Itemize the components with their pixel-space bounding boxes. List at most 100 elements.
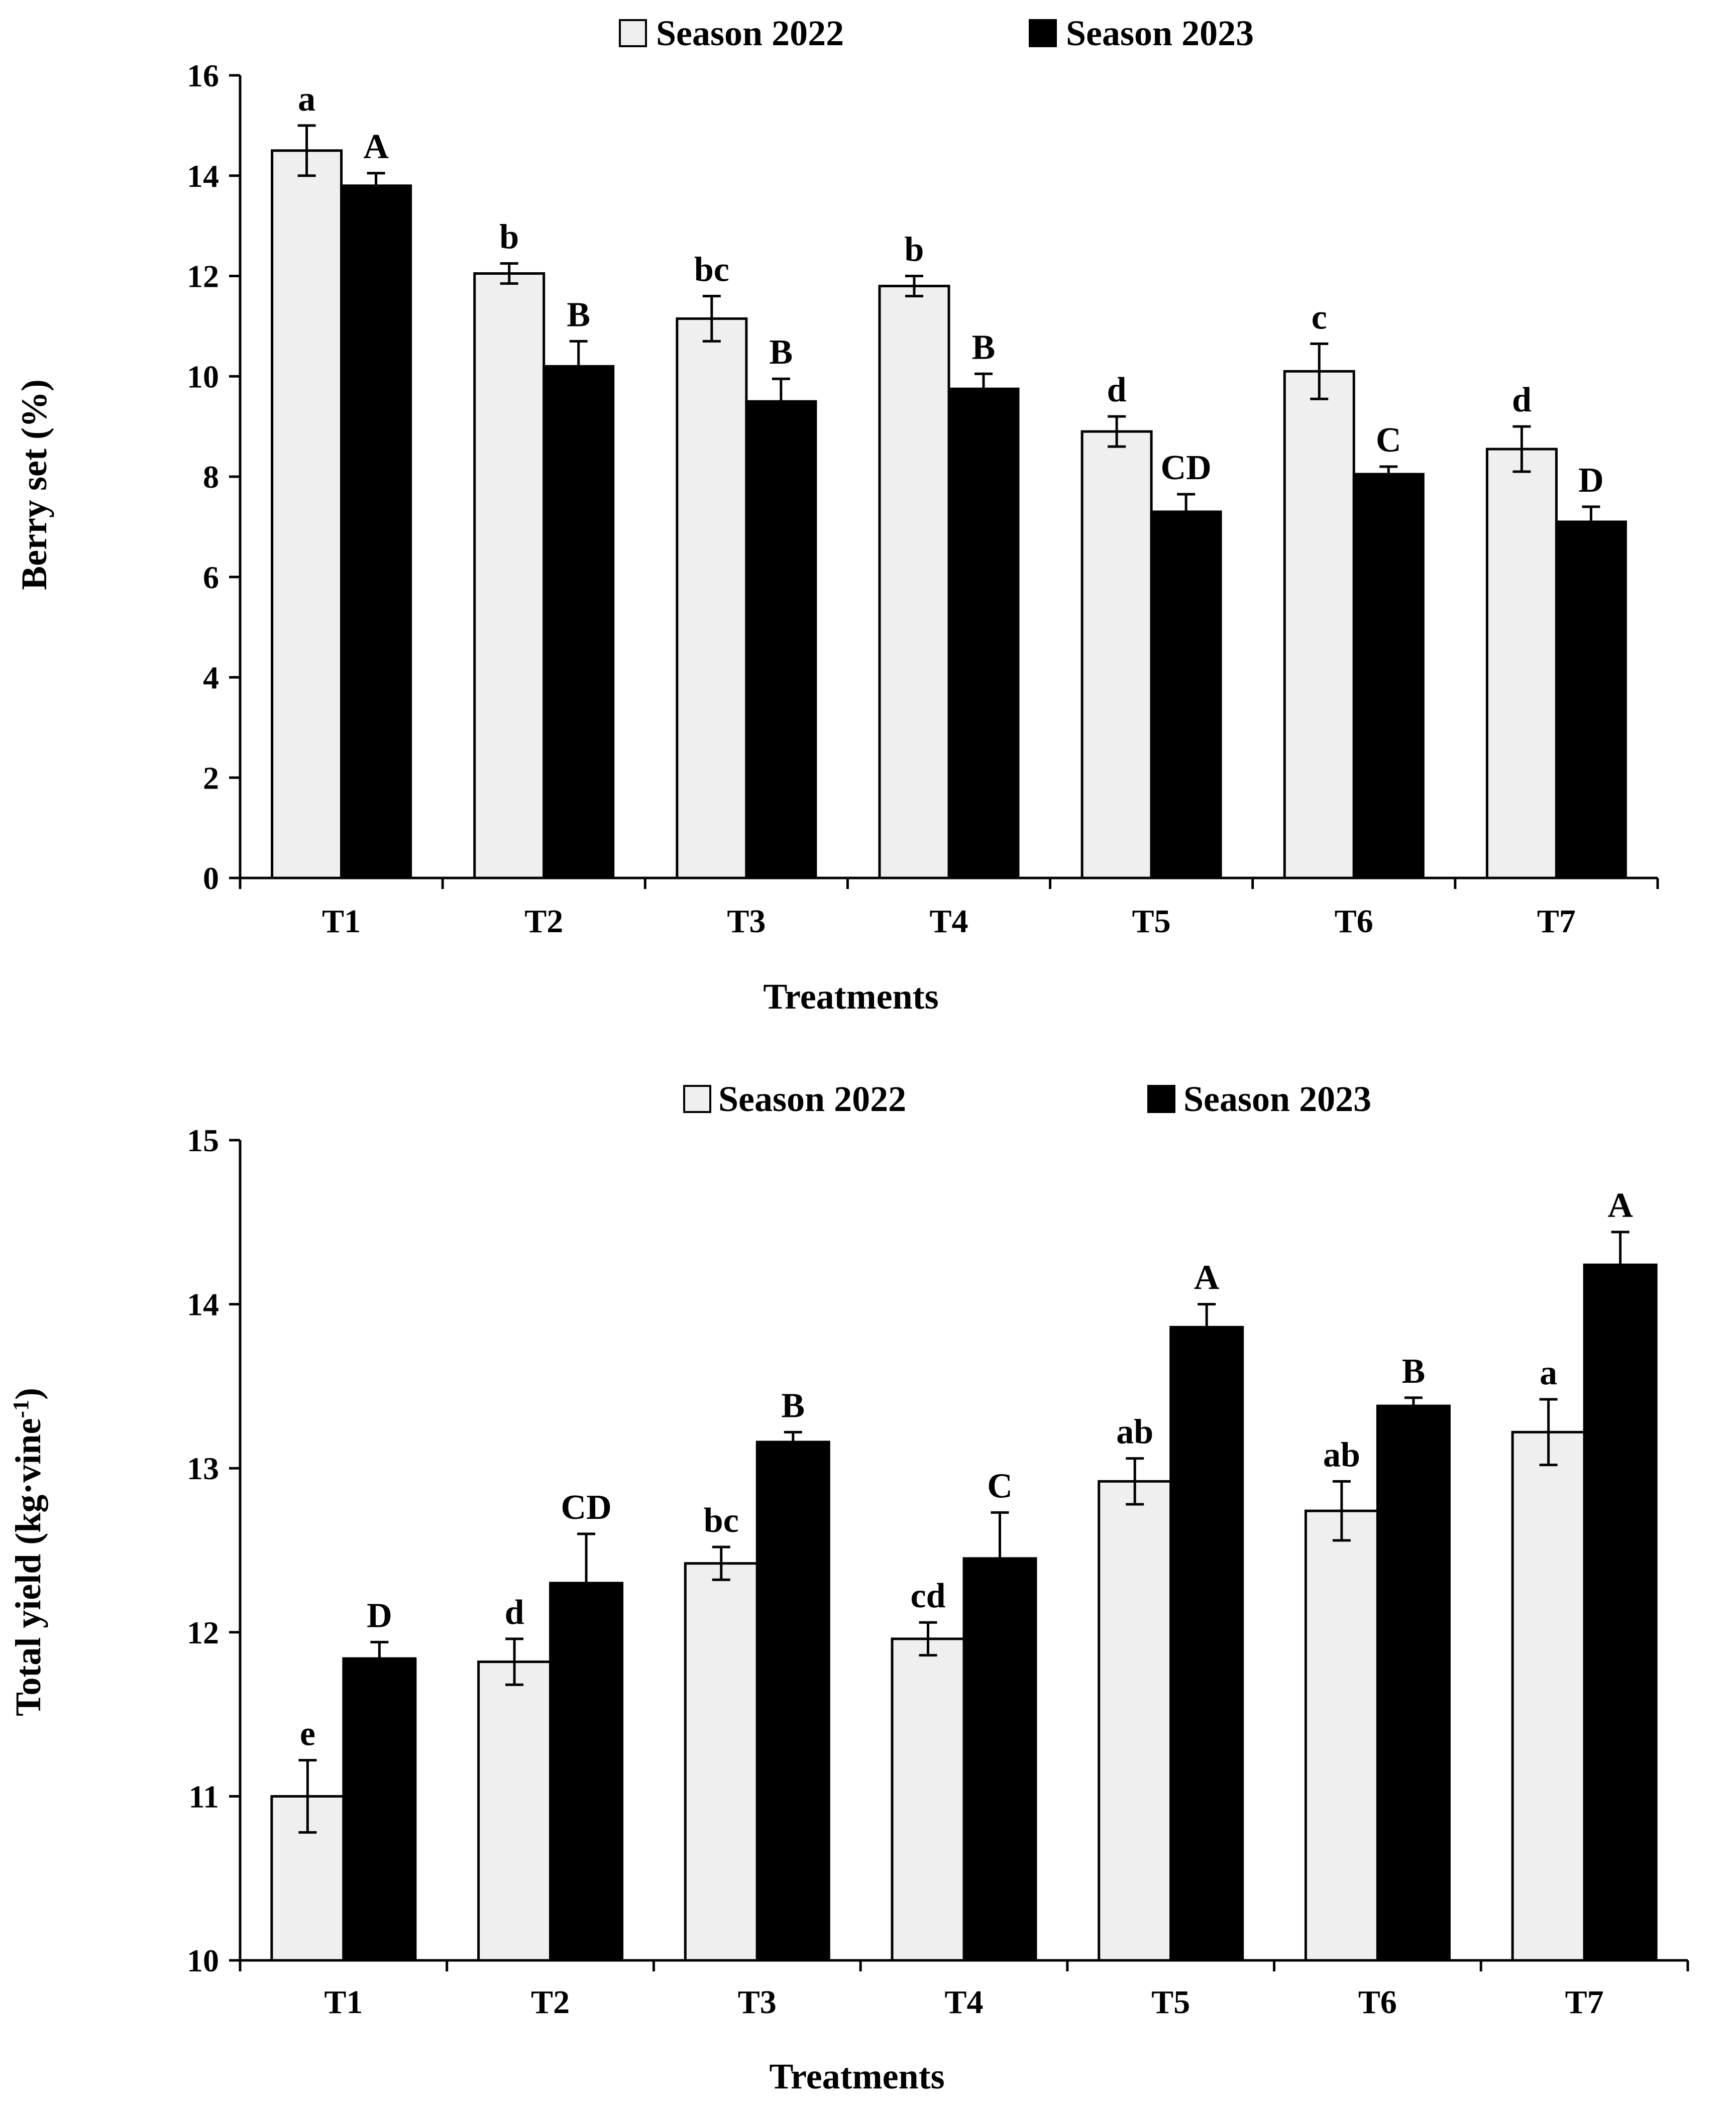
y-tick-label: 16 xyxy=(187,58,219,93)
significance-label: CD xyxy=(1161,449,1212,487)
bar-season-2023 xyxy=(1352,473,1425,879)
significance-label: B xyxy=(567,295,590,334)
bar-season-2023 xyxy=(542,365,615,879)
y-tick-label: 8 xyxy=(203,459,219,495)
legend-swatch-season-2022 xyxy=(683,1085,711,1113)
plot-area: 0 2 4 6 8 10 12 14 16 T1 T2 T3 T4 T5 T6 T7 a b bc b d c d A B B B C… xyxy=(187,58,1659,940)
y-tick-label: 10 xyxy=(187,359,219,394)
y-tick-label: 4 xyxy=(203,660,219,696)
significance-label: C xyxy=(987,1467,1013,1505)
bar-season-2022 xyxy=(1485,448,1558,879)
significance-label: C xyxy=(1376,421,1401,460)
bar-season-2022 xyxy=(1304,1509,1379,1962)
bar-season-2022 xyxy=(891,1637,965,1962)
bar-season-2023 xyxy=(340,184,412,879)
significance-label: b xyxy=(499,218,519,257)
significance-label: B xyxy=(972,328,996,367)
plot-area: 10 11 12 13 14 15 T1 T2 T3 T4 T5 T6 T7 e d bc cd ab ab a D CD… xyxy=(187,1123,1689,2021)
significance-label: cd xyxy=(911,1577,946,1615)
x-tick-label: T1 xyxy=(322,903,361,940)
x-tick-label: T5 xyxy=(1151,1984,1190,2021)
bar-season-2022 xyxy=(684,1562,758,1962)
bar-season-2023 xyxy=(1583,1263,1658,1962)
significance-label: bc xyxy=(704,1501,739,1540)
y-axis-title-main: Total yield (kg·vine xyxy=(8,1418,48,1716)
y-tick-label: 14 xyxy=(187,1287,219,1322)
x-axis-title: Treatments xyxy=(769,2056,944,2096)
significance-label: c xyxy=(1312,298,1327,337)
legend-label-season-2023: Season 2023 xyxy=(1066,13,1254,53)
legend-swatch-season-2023 xyxy=(1147,1085,1175,1113)
legend-label-season-2023: Season 2023 xyxy=(1183,1079,1371,1119)
y-tick-label: 6 xyxy=(203,560,219,595)
significance-label: a xyxy=(298,80,315,119)
bar-season-2022 xyxy=(1511,1430,1586,1962)
y-tick-label: 12 xyxy=(187,259,219,294)
significance-label: D xyxy=(1578,461,1604,500)
y-tick-label: 15 xyxy=(187,1123,219,1158)
y-tick-label: 2 xyxy=(203,760,219,796)
legend: Season 2022 Season 2023 xyxy=(683,1079,1371,1119)
significance-label: ab xyxy=(1116,1413,1153,1452)
legend-label-season-2022: Season 2022 xyxy=(656,13,844,53)
berry-set-chart: Season 2022 Season 2023 0 2 4 6 8 10 12 14 16 T1 T… xyxy=(14,13,1659,1017)
bar-season-2022 xyxy=(1080,430,1153,879)
y-axis-title-superscript: -1 xyxy=(9,1400,33,1418)
y-tick-label: 0 xyxy=(203,860,219,896)
significance-label: B xyxy=(781,1386,805,1425)
x-tick-label: T7 xyxy=(1565,1984,1604,2021)
x-tick-label: T3 xyxy=(727,903,766,940)
x-tick-label: T6 xyxy=(1335,903,1373,940)
bar-season-2023 xyxy=(342,1657,417,1962)
bar-season-2022 xyxy=(878,284,950,879)
significance-label: b xyxy=(905,231,924,269)
legend-swatch-season-2022 xyxy=(619,19,647,47)
significance-label: CD xyxy=(561,1488,612,1527)
y-tick-label: 14 xyxy=(187,158,219,194)
bar-season-2023 xyxy=(755,1441,830,1962)
y-axis-title: Total yield (kg·vine-1) xyxy=(8,1388,48,1716)
significance-label: D xyxy=(367,1596,392,1635)
significance-label: bc xyxy=(694,250,729,289)
significance-label: a xyxy=(1540,1354,1557,1392)
x-tick-label: T2 xyxy=(531,1984,570,2021)
x-tick-label: T4 xyxy=(944,1984,983,2021)
bar-season-2022 xyxy=(477,1661,552,1962)
bar-season-2023 xyxy=(1169,1325,1244,1962)
x-tick-label: T6 xyxy=(1358,1984,1397,2021)
significance-label: ab xyxy=(1323,1435,1360,1474)
legend: Season 2022 Season 2023 xyxy=(619,13,1254,53)
bar-season-2023 xyxy=(1376,1404,1451,1962)
y-tick-label: 11 xyxy=(189,1779,219,1814)
x-tick-label: T5 xyxy=(1132,903,1171,940)
bar-season-2023 xyxy=(1150,510,1222,879)
bar-season-2022 xyxy=(676,317,748,879)
y-tick-label: 12 xyxy=(187,1615,219,1650)
y-tick-label: 13 xyxy=(187,1451,219,1486)
bar-season-2023 xyxy=(549,1582,624,1962)
significance-label: B xyxy=(770,333,793,372)
bar-season-2022 xyxy=(1283,370,1355,879)
y-axis-title: Berry set (%) xyxy=(14,379,54,590)
bar-season-2022 xyxy=(473,272,546,879)
y-axis-title-close: ) xyxy=(8,1388,48,1400)
significance-label: B xyxy=(1402,1352,1426,1391)
total-yield-chart: Season 2022 Season 2023 10 11 12 13 14 15 T1 T2… xyxy=(8,1079,1689,2096)
bar-season-2022 xyxy=(271,149,343,879)
bar-season-2023 xyxy=(947,387,1020,879)
y-tick-label: 10 xyxy=(187,1943,219,1978)
significance-label: A xyxy=(363,128,389,166)
significance-label: A xyxy=(1607,1186,1633,1225)
significance-label: d xyxy=(505,1593,524,1632)
x-tick-label: T7 xyxy=(1537,903,1576,940)
x-tick-label: T1 xyxy=(324,1984,363,2021)
x-tick-label: T3 xyxy=(738,1984,777,2021)
significance-label: e xyxy=(300,1715,315,1753)
x-tick-label: T4 xyxy=(929,903,968,940)
bar-season-2023 xyxy=(962,1557,1037,1962)
significance-label: d xyxy=(1512,381,1532,419)
bar-season-2023 xyxy=(745,400,817,879)
bar-season-2022 xyxy=(1098,1480,1172,1962)
significance-label: d xyxy=(1107,371,1127,409)
